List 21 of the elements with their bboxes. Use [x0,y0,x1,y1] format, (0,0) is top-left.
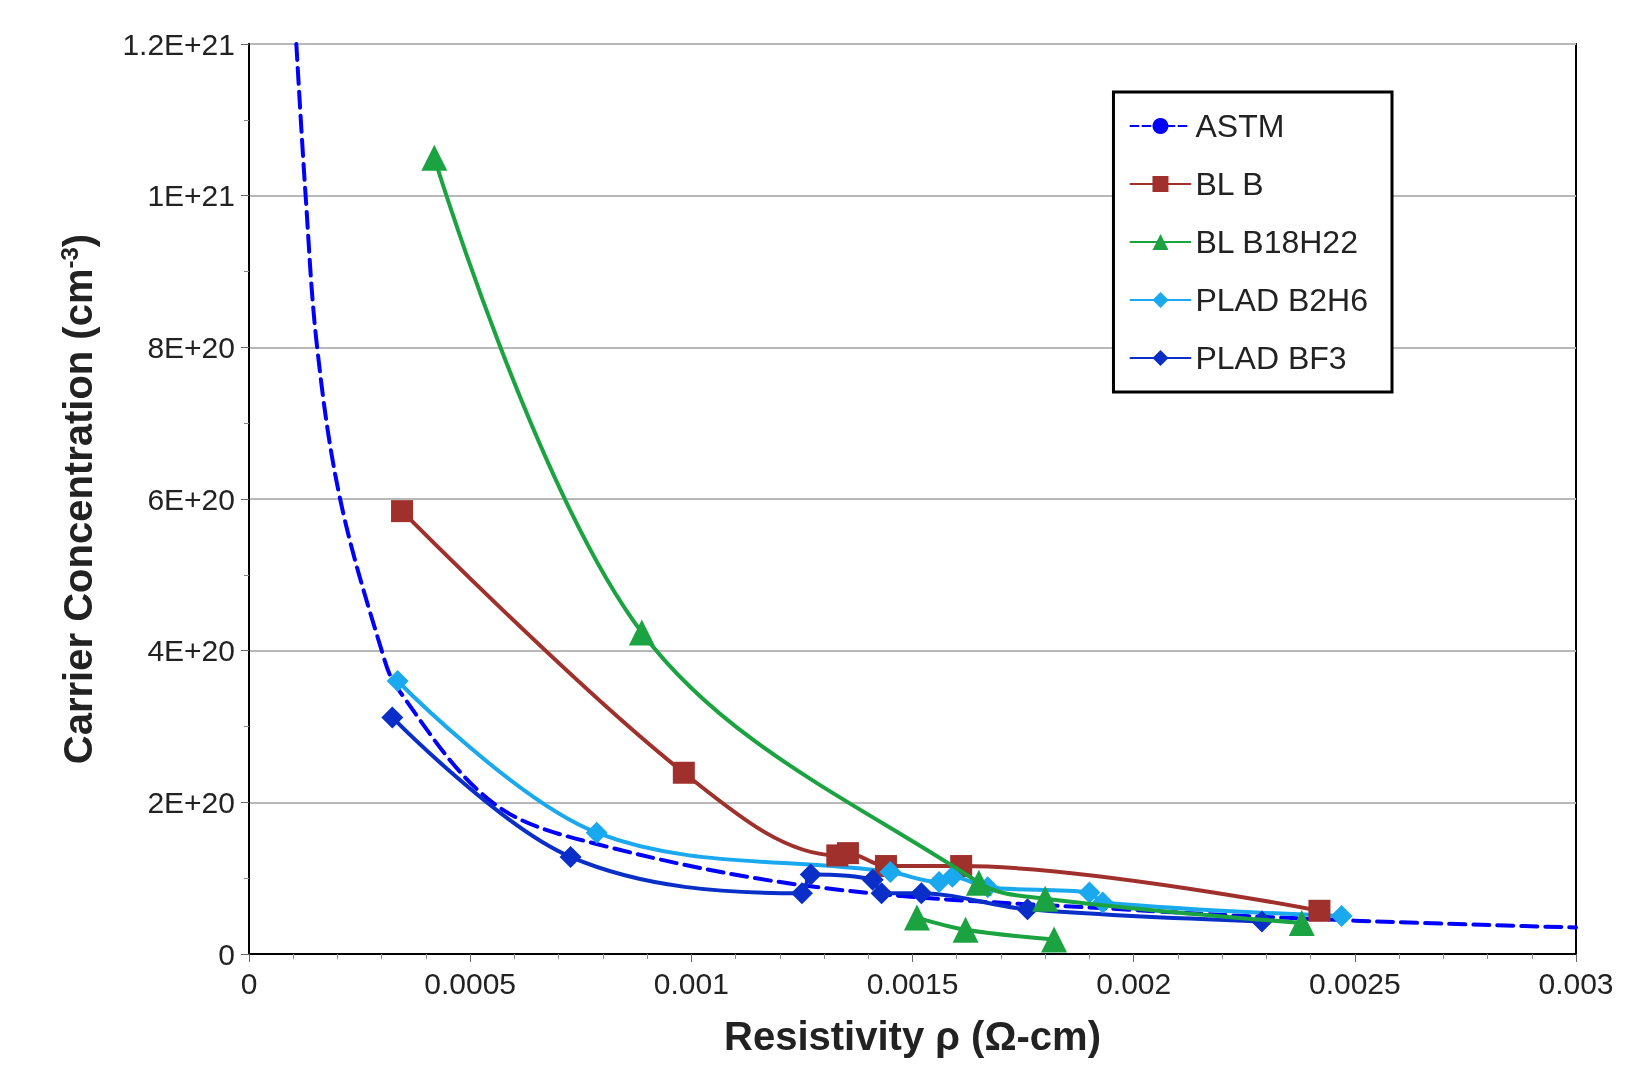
y-axis-title: Carrier Concentration (cm-3) [55,233,100,765]
x-tick-label: 0.0005 [424,966,517,1000]
y-tick-label: 1E+21 [147,179,235,213]
y-tick-label: 4E+20 [147,634,235,668]
x-axis-title: Resistivity ρ (Ω-cm) [724,1014,1101,1058]
x-tick-label: 0.002 [1096,966,1172,1000]
legend-label: PLAD BF3 [1195,340,1347,376]
y-tick-label: 8E+20 [147,330,235,364]
x-tick-label: 0.0025 [1308,966,1401,1000]
x-tick-label: 0.0015 [866,966,959,1000]
y-tick-label: 0 [218,937,235,971]
legend-label: BL B [1195,166,1264,202]
x-tick-label: 0.001 [653,966,729,1000]
y-tick-label: 2E+20 [147,785,235,819]
y-tick-label: 6E+20 [147,482,235,516]
legend-label: PLAD B2H6 [1195,282,1368,318]
x-tick-label: 0.003 [1538,966,1614,1000]
y-tick-label: 1.2E+21 [122,27,235,61]
legend-label: BL B18H22 [1195,224,1358,260]
legend-label: ASTM [1195,108,1285,144]
x-tick-label: 0 [240,966,258,1000]
